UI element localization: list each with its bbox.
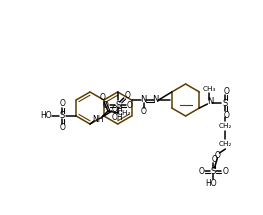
- Text: N: N: [207, 97, 214, 106]
- Text: S: S: [59, 112, 65, 120]
- Text: CH₃: CH₃: [203, 86, 216, 92]
- Text: CH₂: CH₂: [219, 123, 232, 129]
- Text: O: O: [59, 100, 65, 109]
- Text: N: N: [152, 95, 159, 104]
- Text: NH: NH: [92, 115, 104, 123]
- Text: O: O: [224, 86, 229, 95]
- Text: O: O: [59, 123, 65, 132]
- Text: OH: OH: [112, 104, 124, 114]
- Text: O: O: [222, 167, 228, 177]
- Text: S: S: [211, 166, 216, 175]
- Text: O: O: [141, 108, 146, 117]
- Text: O: O: [127, 101, 133, 111]
- Text: O: O: [199, 167, 204, 177]
- Text: HO: HO: [40, 112, 52, 120]
- Text: O: O: [125, 92, 131, 100]
- Text: CH₂: CH₂: [219, 141, 232, 147]
- Text: O: O: [100, 94, 106, 103]
- Text: O: O: [224, 111, 229, 120]
- Text: N: N: [140, 95, 147, 104]
- Text: HO: HO: [206, 180, 217, 189]
- Text: OH: OH: [112, 112, 124, 121]
- Text: O: O: [211, 155, 217, 163]
- Text: O: O: [103, 101, 109, 111]
- Text: S: S: [223, 98, 228, 108]
- Text: CH₃: CH₃: [117, 110, 131, 116]
- Text: S: S: [115, 100, 120, 109]
- Text: O: O: [215, 150, 220, 160]
